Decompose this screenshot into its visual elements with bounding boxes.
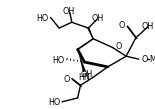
Text: OH: OH [80, 70, 93, 79]
Text: O: O [119, 21, 125, 30]
Text: O: O [64, 75, 70, 84]
Text: M: M [149, 55, 155, 64]
Text: HN: HN [78, 73, 90, 82]
Polygon shape [87, 28, 93, 39]
Text: HO: HO [36, 14, 49, 23]
Text: HO: HO [52, 56, 64, 65]
Text: O: O [115, 42, 122, 51]
Text: O: O [141, 55, 148, 64]
Text: HO: HO [48, 98, 60, 107]
Text: OH: OH [141, 22, 154, 31]
Text: OH: OH [92, 14, 104, 23]
Polygon shape [78, 49, 86, 72]
Text: OH: OH [63, 7, 75, 16]
